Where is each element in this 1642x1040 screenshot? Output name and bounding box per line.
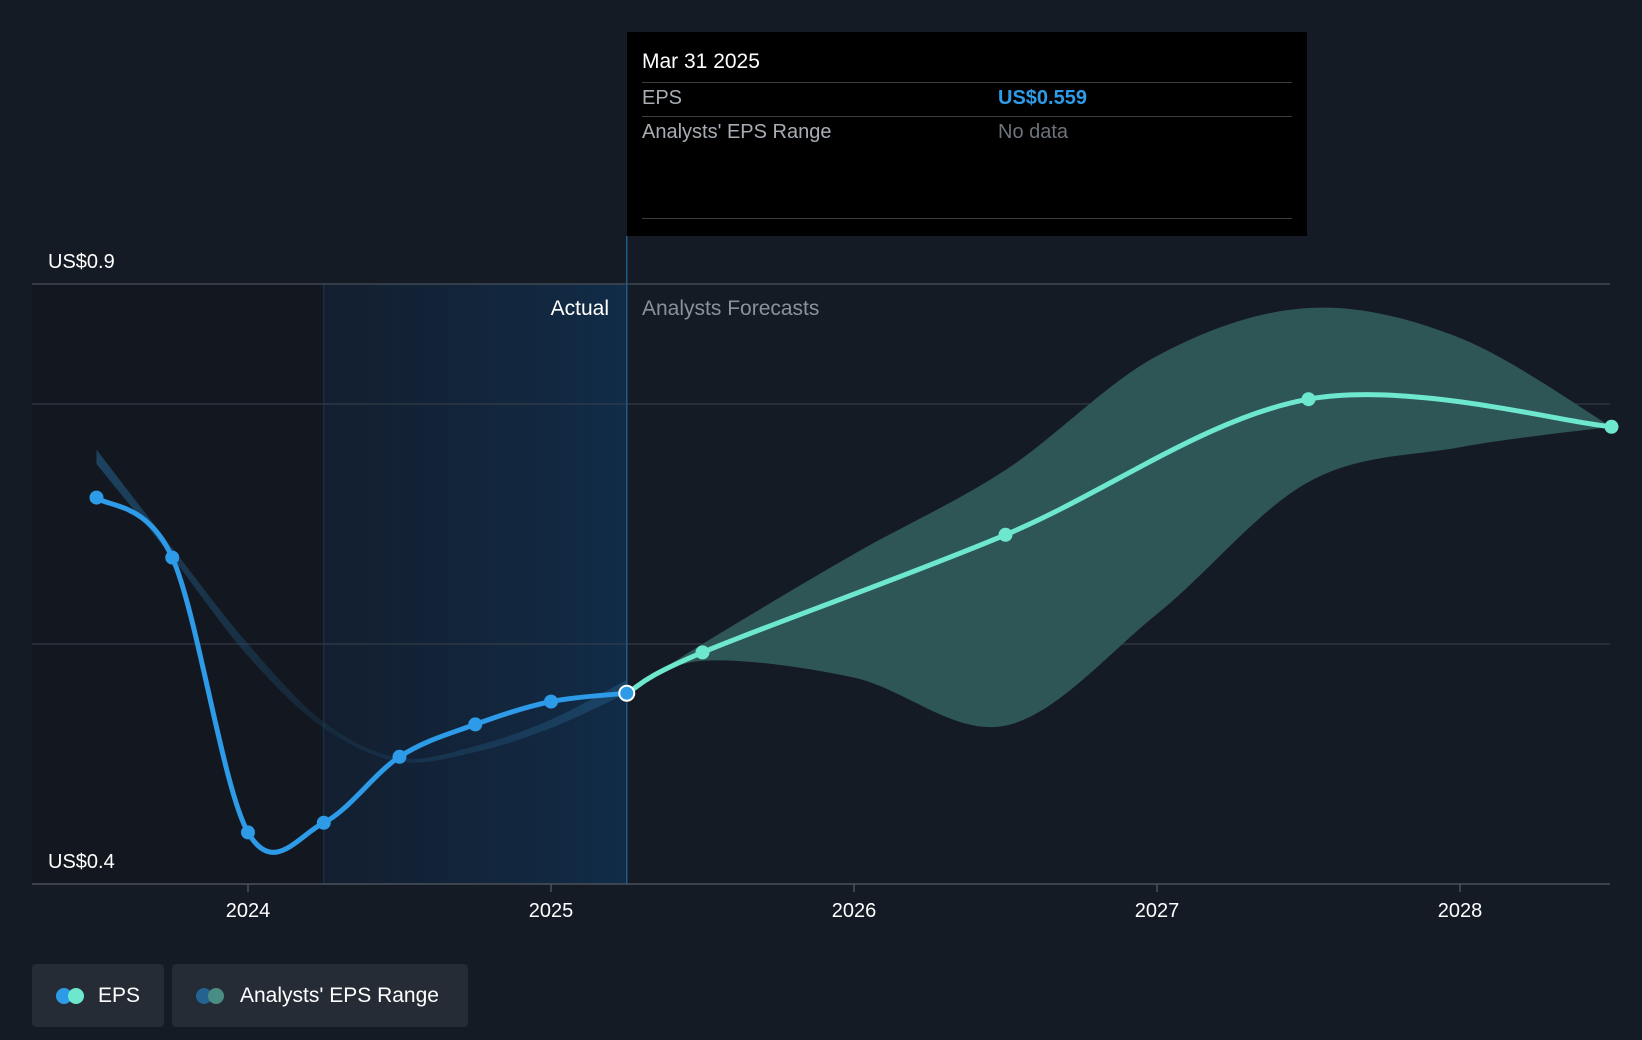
tooltip-range-value: No data: [998, 121, 1069, 143]
tooltip-date: Mar 31 2025: [642, 50, 760, 73]
tooltip-eps-value: US$0.559: [998, 87, 1087, 109]
x-tick-label: 2028: [1438, 900, 1483, 922]
past-region-shade: [32, 284, 324, 884]
x-tick-label: 2024: [226, 900, 271, 922]
legend-label-eps: EPS: [97, 983, 140, 1007]
actual-eps-point: [89, 490, 104, 505]
eps-legend-icon: [56, 987, 86, 1005]
highlighted-eps-point: [618, 684, 636, 702]
legend-label-eps-range: Analysts' EPS Range: [240, 983, 439, 1007]
actual-eps-point: [241, 825, 255, 840]
forecast-eps-point: [1301, 392, 1316, 407]
actual-period-highlight: [323, 284, 627, 884]
tooltip-row-eps: EPS US$0.559: [642, 83, 1292, 113]
hover-tooltip: Mar 31 2025 EPS US$0.559 Analysts' EPS R…: [627, 32, 1307, 236]
forecast-eps-point: [998, 527, 1013, 542]
forecast-region-label: Analysts Forecasts: [642, 297, 819, 320]
x-tick-label: 2027: [1135, 900, 1180, 922]
actual-eps-point: [165, 550, 180, 565]
actual-eps-point: [544, 694, 558, 709]
tooltip-divider: [642, 218, 1292, 219]
eps-points: [89, 392, 1619, 840]
tooltip-divider: [642, 82, 1292, 83]
tooltip-row-range: Analysts' EPS Range No data: [642, 117, 1292, 147]
forecast-eps-point: [695, 645, 710, 660]
y-tick-label-top: US$0.9: [48, 251, 115, 273]
x-tick-label: 2025: [529, 900, 574, 922]
eps-range-bands: [96, 307, 1612, 763]
legend-item-eps[interactable]: EPS: [32, 964, 164, 1027]
forecast-range-band: [626, 307, 1612, 728]
y-tick-label-bottom: US$0.4: [48, 851, 115, 873]
actual-region-label: Actual: [551, 297, 609, 320]
tooltip-eps-label: EPS: [642, 87, 683, 109]
actual-eps-point: [316, 815, 331, 830]
x-axis-ticks: 2024 2025 2026 2027 2028: [226, 884, 1483, 922]
forecast-eps-point: [1604, 419, 1619, 434]
tooltip-divider: [642, 116, 1292, 117]
x-tick-label: 2026: [832, 900, 877, 922]
tooltip-range-label: Analysts' EPS Range: [642, 121, 832, 143]
legend-item-eps-range[interactable]: Analysts' EPS Range: [172, 964, 468, 1027]
actual-eps-point: [392, 749, 407, 764]
actual-eps-point: [468, 717, 483, 732]
eps-range-legend-icon: [196, 987, 228, 1005]
